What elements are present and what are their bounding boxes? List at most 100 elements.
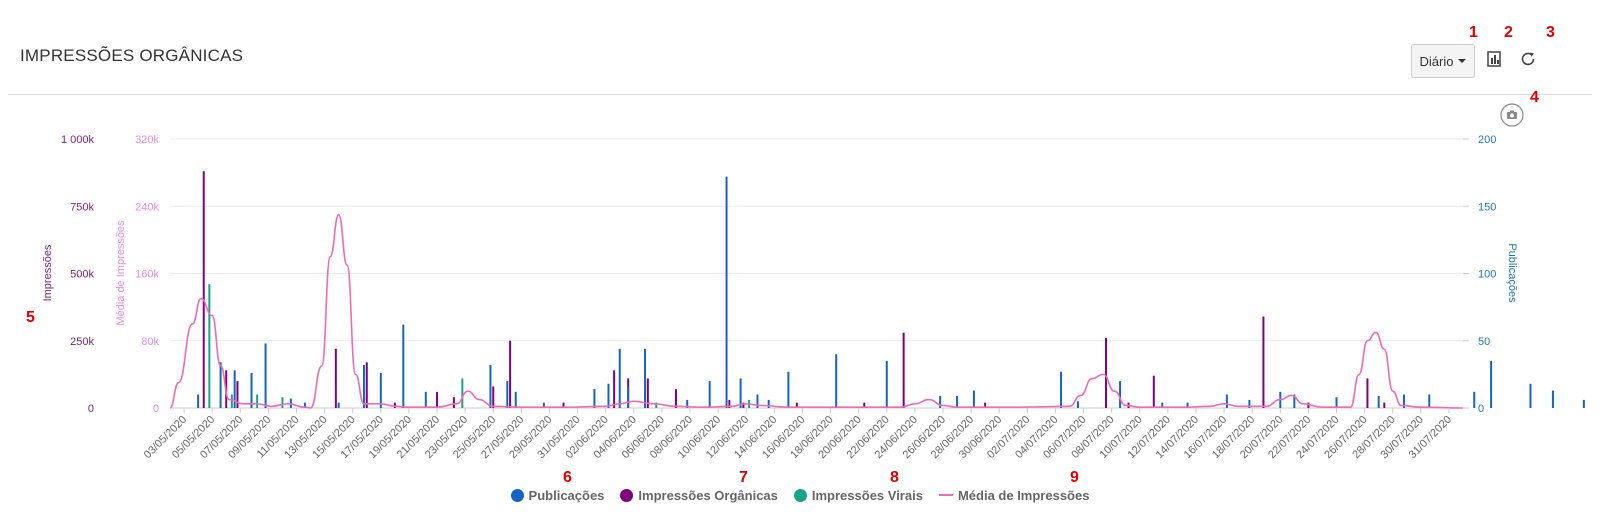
bar-publicacoes	[1161, 402, 1164, 408]
bar-organicas	[902, 332, 905, 408]
bar-publicacoes	[1582, 399, 1585, 408]
marker-label-5: 5	[26, 309, 35, 326]
bar-publicacoes	[219, 362, 222, 408]
bar-organicas	[1105, 338, 1108, 408]
bar-organicas	[236, 381, 239, 408]
bar-publicacoes	[250, 373, 253, 408]
y-tick-impressoes: 250k	[70, 336, 94, 348]
legend-item-publicacoes[interactable]: Publicações	[510, 487, 605, 503]
bar-organicas	[393, 402, 396, 408]
bar-virais	[208, 284, 211, 408]
y-tick-publicacoes: 50	[1478, 336, 1490, 348]
legend-label-organicas: Impressões Orgânicas	[638, 487, 778, 503]
bar-publicacoes	[1248, 399, 1251, 408]
bar-virais	[281, 397, 284, 408]
bar-publicacoes	[756, 394, 759, 408]
bar-publicacoes	[337, 402, 340, 408]
bar-publicacoes	[1225, 394, 1228, 408]
bar-organicas	[452, 397, 455, 408]
bar-organicas	[1366, 378, 1369, 408]
series-virais	[208, 284, 751, 408]
chart-legend: Publicações Impressões Orgânicas Impress…	[0, 486, 1600, 504]
bar-publicacoes	[1529, 383, 1532, 408]
y-tick-publicacoes: 0	[1478, 403, 1484, 415]
marker-label-3: 3	[1546, 24, 1555, 41]
marker-label-8: 8	[890, 469, 899, 486]
legend-label-virais: Impressões Virais	[811, 487, 923, 503]
bar-publicacoes	[607, 383, 610, 408]
chart-export-icon[interactable]	[1487, 51, 1503, 67]
refresh-icon[interactable]	[1519, 50, 1537, 68]
bar-publicacoes	[1119, 381, 1122, 408]
bar-publicacoes	[739, 378, 742, 408]
bar-publicacoes	[303, 402, 306, 408]
bar-organicas	[795, 402, 798, 408]
bar-organicas	[436, 391, 439, 408]
bar-organicas	[202, 171, 205, 408]
y-tick-media: 320k	[135, 134, 159, 146]
period-select-value: Diário	[1419, 53, 1454, 69]
series-organicas	[202, 171, 1386, 408]
bar-publicacoes	[402, 324, 405, 408]
bar-publicacoes	[956, 395, 959, 408]
bar-organicas	[1383, 402, 1386, 408]
bar-publicacoes	[1076, 401, 1079, 408]
y-tick-impressoes: 750k	[70, 201, 94, 213]
bar-publicacoes	[1551, 390, 1554, 408]
bar-publicacoes	[1186, 402, 1189, 408]
header-divider	[8, 94, 1592, 95]
period-select[interactable]: Diário	[1411, 44, 1475, 78]
bar-publicacoes	[1060, 371, 1063, 408]
bar-publicacoes	[939, 395, 942, 408]
legend-item-virais[interactable]: Impressões Virais	[793, 487, 923, 503]
bar-publicacoes	[542, 402, 545, 408]
legend-marker-virais	[793, 488, 807, 502]
bar-organicas	[984, 402, 987, 408]
bar-virais	[230, 394, 233, 408]
y-tick-publicacoes: 100	[1478, 269, 1496, 281]
legend-marker-media	[938, 494, 953, 496]
camera-icon[interactable]	[1500, 103, 1524, 127]
bar-publicacoes	[725, 176, 728, 408]
y-tick-publicacoes: 200	[1478, 134, 1496, 146]
bar-organicas	[742, 402, 745, 408]
legend-label-publicacoes: Publicações	[528, 487, 605, 503]
y-tick-media: 240k	[135, 201, 159, 213]
bar-organicas	[728, 399, 731, 408]
widget-title: IMPRESSÕES ORGÂNICAS	[20, 46, 244, 65]
bar-publicacoes	[1377, 395, 1380, 408]
bar-publicacoes	[233, 370, 236, 408]
axis-title-media: Média de Impressões	[115, 220, 127, 326]
bar-organicas	[365, 362, 368, 408]
bar-publicacoes	[787, 371, 790, 408]
bar-publicacoes	[686, 399, 689, 408]
bar-publicacoes	[1293, 394, 1296, 408]
y-tick-media: 160k	[135, 269, 159, 281]
bar-publicacoes	[767, 399, 770, 408]
bar-publicacoes	[1473, 391, 1476, 408]
legend-marker-publicacoes	[510, 488, 524, 502]
bar-publicacoes	[514, 391, 517, 408]
y-tick-impressoes: 500k	[70, 269, 94, 281]
bar-publicacoes	[627, 386, 630, 408]
bar-publicacoes	[379, 373, 382, 408]
bar-organicas	[509, 340, 512, 408]
bar-virais	[256, 394, 259, 408]
bar-publicacoes	[1402, 394, 1405, 408]
bar-publicacoes	[1490, 360, 1493, 408]
legend-item-media[interactable]: Média de Impressões	[938, 488, 1089, 503]
bar-organicas	[1307, 402, 1310, 408]
marker-label-7: 7	[739, 469, 748, 486]
bar-publicacoes	[618, 348, 621, 408]
bar-organicas	[674, 389, 677, 408]
marker-label-1: 1	[1469, 24, 1478, 41]
bar-organicas	[492, 386, 495, 408]
series-media-line	[169, 213, 1464, 409]
bar-organicas	[1262, 316, 1265, 408]
marker-label-4: 4	[1530, 89, 1539, 106]
axis-title-publicacoes: Publicações	[1506, 243, 1518, 303]
bar-publicacoes	[489, 364, 492, 408]
legend-item-organicas[interactable]: Impressões Orgânicas	[620, 487, 778, 503]
bar-publicacoes	[593, 389, 596, 408]
